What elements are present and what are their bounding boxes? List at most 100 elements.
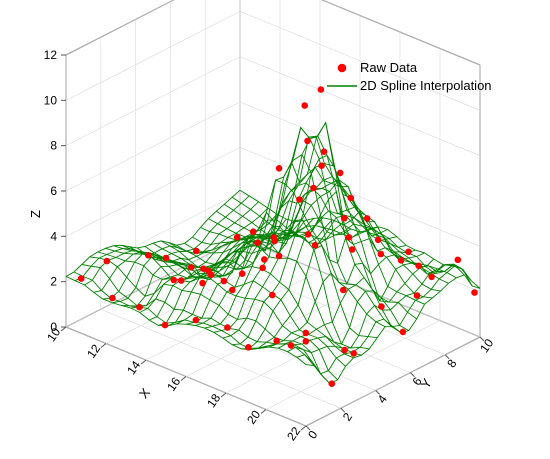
mesh-line-x <box>185 187 361 325</box>
x-tick-label: 20 <box>244 407 263 426</box>
raw-data-point <box>405 248 412 256</box>
mesh-line-y <box>239 189 481 289</box>
raw-data-point <box>318 162 325 169</box>
x-tick-label: 18 <box>204 391 223 410</box>
raw-data-point <box>302 338 310 345</box>
wall-grid-line-z <box>65 11 241 101</box>
y-tick-label: 0 <box>305 428 320 442</box>
x-tick-label: 14 <box>124 358 143 377</box>
x-tick-mark <box>260 409 267 414</box>
raw-data-point <box>170 276 178 284</box>
raw-data-point <box>220 277 228 285</box>
raw-data-point <box>397 257 405 264</box>
y-tick-mark <box>340 407 346 413</box>
mesh-line-y <box>97 251 338 381</box>
mesh-line-y <box>81 264 323 376</box>
floor-grid-line-x <box>185 287 361 377</box>
raw-data-point <box>259 264 267 272</box>
x-axis-title: X <box>136 385 153 401</box>
floor-grid-line-x <box>145 270 321 361</box>
raw-data-point <box>233 234 241 241</box>
raw-data-point <box>193 247 200 255</box>
z-axis-title: Z <box>28 210 43 218</box>
floor-grid-line-y <box>205 255 446 356</box>
raw-data-point <box>345 234 353 241</box>
raw-data-point <box>287 342 295 349</box>
raw-data-point <box>340 215 348 222</box>
wall-grid-line-z <box>65 147 241 237</box>
floor-grid-line-x <box>305 336 481 427</box>
mesh-line-y <box>144 153 386 328</box>
raw-data-point <box>341 346 348 354</box>
raw-data-point <box>224 324 231 331</box>
raw-data-point <box>378 303 385 310</box>
mesh-line-y <box>176 163 417 320</box>
wall-grid-line-z <box>65 101 241 192</box>
mesh-line-y <box>223 203 465 276</box>
wall-grid-line-z <box>239 11 481 111</box>
raw-data-point <box>428 273 435 281</box>
z-tick-label: 2 <box>50 275 57 289</box>
raw-data-point <box>136 303 143 311</box>
y-tick-mark <box>305 425 311 431</box>
wall-grid-line-z <box>65 0 175 56</box>
y-tick-mark <box>479 336 485 342</box>
floor-grid-line-x <box>265 320 441 410</box>
legend-raw-data-marker <box>337 63 347 73</box>
raw-data-point <box>269 291 276 299</box>
raw-data-point <box>336 169 344 177</box>
raw-data-point <box>471 289 478 296</box>
y-tick-label: 2 <box>340 410 355 424</box>
z-tick-label: 8 <box>50 139 57 153</box>
raw-data-point <box>311 241 319 249</box>
floor-grid-line-y <box>100 308 341 409</box>
raw-data-point <box>109 294 116 302</box>
raw-data-point <box>192 316 200 324</box>
wall-grid-line-z <box>65 56 241 146</box>
raw-data-point <box>245 344 252 351</box>
wall-grid-line-z <box>321 0 481 66</box>
raw-data-point <box>275 165 283 172</box>
raw-data-point <box>399 328 407 336</box>
legend: Raw Data 2D Spline Interpolation <box>327 60 492 93</box>
x-tick-label: 10 <box>44 325 63 344</box>
raw-data-point <box>273 337 280 345</box>
raw-data-point <box>350 350 358 357</box>
raw-data-point <box>229 286 236 294</box>
raw-data-point <box>249 228 257 235</box>
raw-data-point <box>301 102 309 109</box>
raw-data-point <box>145 252 152 259</box>
raw-data-point <box>374 236 382 244</box>
raw-data-point <box>177 277 185 284</box>
y-tick-mark <box>375 390 380 395</box>
raw-data-point <box>77 275 85 282</box>
raw-data-point <box>296 196 303 203</box>
mesh-line-x <box>65 189 241 277</box>
y-tick-mark <box>444 354 450 360</box>
axis-box-edge <box>65 0 175 56</box>
mesh-line-x <box>241 190 416 350</box>
x-tick-mark <box>60 326 67 332</box>
x-tick-label: 16 <box>164 374 183 393</box>
floor-grid-line-y <box>170 273 411 373</box>
y-tick-label: 10 <box>477 336 496 355</box>
raw-data-point <box>413 292 421 299</box>
raw-data-point <box>238 270 246 278</box>
raw-data-point <box>103 257 111 265</box>
legend-raw-data-label: Raw Data <box>360 60 418 75</box>
x-tick-mark <box>300 425 307 431</box>
mesh-line-y <box>65 276 307 365</box>
raw-data-point <box>205 267 212 275</box>
raw-data-point <box>377 250 385 258</box>
legend-spline-label: 2D Spline Interpolation <box>360 78 492 93</box>
x-tick-mark <box>220 392 227 398</box>
y-tick-label: 4 <box>375 392 390 406</box>
raw-data-point <box>328 380 336 388</box>
y-tick-label: 8 <box>444 356 459 370</box>
raw-data-point <box>261 256 268 263</box>
z-tick-label: 4 <box>50 229 57 243</box>
raw-data-point <box>348 246 356 253</box>
raw-data-point <box>347 194 355 202</box>
raw-data-point <box>363 215 371 222</box>
raw-data-points <box>77 86 478 388</box>
